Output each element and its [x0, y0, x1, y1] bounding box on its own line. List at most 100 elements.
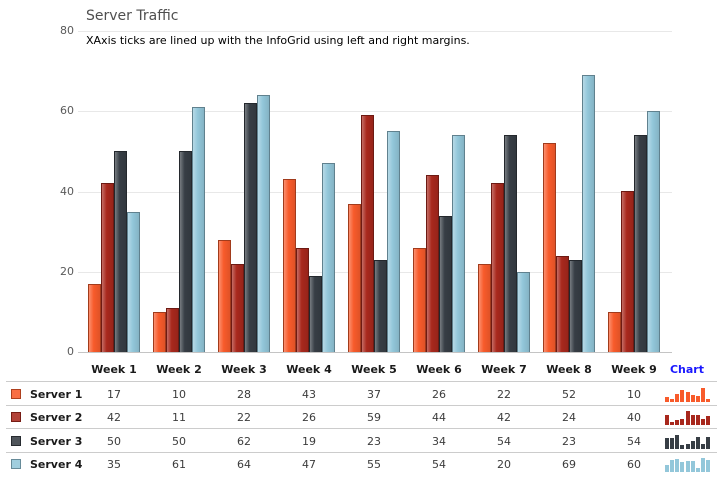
bar-server-2-week-2[interactable]: [166, 308, 179, 352]
sparkline-bar: [675, 459, 680, 472]
x-tick-label-week-3: Week 3: [221, 363, 267, 376]
row-separator: [6, 428, 717, 429]
row-separator: [6, 452, 717, 453]
bar-server-1-week-3[interactable]: [218, 240, 231, 352]
bar-server-2-week-5[interactable]: [361, 115, 374, 352]
value-cell: 23: [562, 435, 576, 448]
x-tick-label-week-8: Week 8: [546, 363, 592, 376]
value-cell: 52: [562, 388, 576, 401]
value-cell: 61: [172, 458, 186, 471]
bar-server-3-week-9[interactable]: [634, 135, 647, 352]
y-tick-label-40: 40: [60, 185, 74, 198]
sparkline-bar: [690, 441, 695, 449]
legend-swatch-server-2: [11, 412, 21, 422]
bar-server-1-week-8[interactable]: [543, 143, 556, 352]
bar-server-2-week-3[interactable]: [231, 264, 244, 352]
bar-server-2-week-4[interactable]: [296, 248, 309, 352]
sparkline-bar: [675, 420, 680, 425]
gridline-40: [78, 192, 672, 193]
value-cell: 26: [432, 388, 446, 401]
sparkline-bar: [670, 438, 675, 449]
bar-server-2-week-8[interactable]: [556, 256, 569, 352]
grid-row-server-4[interactable]: Server 4 35 61 64 47 55 54 20 69 60: [0, 453, 723, 476]
bar-server-3-week-5[interactable]: [374, 260, 387, 352]
sparkline-bar: [665, 397, 669, 402]
grid-row-server-1[interactable]: Server 1 17 10 28 43 37 26 22 52 10: [0, 383, 723, 406]
bar-server-1-week-2[interactable]: [153, 312, 166, 352]
bar-server-1-week-5[interactable]: [348, 204, 361, 352]
bar-server-3-week-8[interactable]: [569, 260, 582, 352]
x-tick-label-week-7: Week 7: [481, 363, 527, 376]
sparkline-bar: [665, 465, 669, 472]
bar-server-2-week-6[interactable]: [426, 175, 439, 352]
value-cell: 24: [562, 411, 576, 424]
chart-column-header[interactable]: Chart: [669, 363, 704, 376]
value-cell: 42: [497, 411, 511, 424]
bar-server-1-week-9[interactable]: [608, 312, 621, 352]
series-name-label: Server 4: [30, 458, 83, 471]
value-cell: 26: [302, 411, 316, 424]
sparkline-server-1: [665, 387, 710, 402]
bar-server-3-week-1[interactable]: [114, 151, 127, 352]
value-cell: 10: [172, 388, 186, 401]
bar-server-3-week-4[interactable]: [309, 276, 322, 352]
sparkline-bar: [685, 444, 690, 449]
sparkline-bar: [675, 394, 680, 402]
bar-server-1-week-4[interactable]: [283, 179, 296, 352]
bar-server-4-week-6[interactable]: [452, 135, 465, 352]
bar-server-4-week-2[interactable]: [192, 107, 205, 352]
bar-server-1-week-6[interactable]: [413, 248, 426, 352]
value-cell: 19: [302, 435, 316, 448]
chart-subtitle: XAxis ticks are lined up with the InfoGr…: [86, 34, 470, 47]
bar-server-2-week-9[interactable]: [621, 191, 634, 352]
bar-server-1-week-7[interactable]: [478, 264, 491, 352]
sparkline-bar: [680, 419, 685, 425]
value-cell: 60: [627, 458, 641, 471]
gridline-60: [78, 111, 672, 112]
value-cell: 44: [432, 411, 446, 424]
bar-server-2-week-7[interactable]: [491, 183, 504, 352]
sparkline-bar: [700, 388, 705, 402]
bar-server-4-week-7[interactable]: [517, 272, 530, 352]
bar-server-4-week-3[interactable]: [257, 95, 270, 352]
bar-server-3-week-6[interactable]: [439, 216, 452, 352]
bar-server-2-week-1[interactable]: [101, 183, 114, 352]
bar-server-4-week-5[interactable]: [387, 131, 400, 352]
value-cell: 55: [367, 458, 381, 471]
value-cell: 42: [107, 411, 121, 424]
grid-row-server-3[interactable]: Server 3 50 50 62 19 23 34 54 23 54: [0, 430, 723, 453]
value-cell: 34: [432, 435, 446, 448]
sparkline-bar: [706, 437, 710, 449]
sparkline-bar: [670, 422, 675, 425]
sparkline-bar: [706, 460, 710, 472]
value-cell: 11: [172, 411, 186, 424]
bar-server-4-week-8[interactable]: [582, 75, 595, 352]
grid-row-server-2[interactable]: Server 2 42 11 22 26 59 44 42 24 40: [0, 406, 723, 429]
value-cell: 69: [562, 458, 576, 471]
row-separator: [6, 381, 717, 382]
bar-server-3-week-7[interactable]: [504, 135, 517, 352]
value-cell: 64: [237, 458, 251, 471]
bar-server-1-week-1[interactable]: [88, 284, 101, 352]
sparkline-bar: [695, 437, 700, 449]
sparkline-bar: [670, 460, 675, 472]
value-cell: 40: [627, 411, 641, 424]
x-axis-line: [78, 352, 672, 353]
bar-server-4-week-1[interactable]: [127, 212, 140, 352]
bar-server-3-week-2[interactable]: [179, 151, 192, 352]
value-cell: 54: [432, 458, 446, 471]
sparkline-bar: [695, 468, 700, 472]
legend-swatch-server-1: [11, 389, 21, 399]
sparkline-server-3: [665, 434, 710, 449]
bar-server-3-week-3[interactable]: [244, 103, 257, 352]
y-tick-label-0: 0: [67, 345, 74, 358]
value-cell: 22: [237, 411, 251, 424]
sparkline-bar: [690, 395, 695, 402]
value-cell: 22: [497, 388, 511, 401]
sparkline-bar: [695, 415, 700, 425]
bar-server-4-week-4[interactable]: [322, 163, 335, 352]
sparkline-bar: [690, 415, 695, 425]
bar-server-4-week-9[interactable]: [647, 111, 660, 352]
